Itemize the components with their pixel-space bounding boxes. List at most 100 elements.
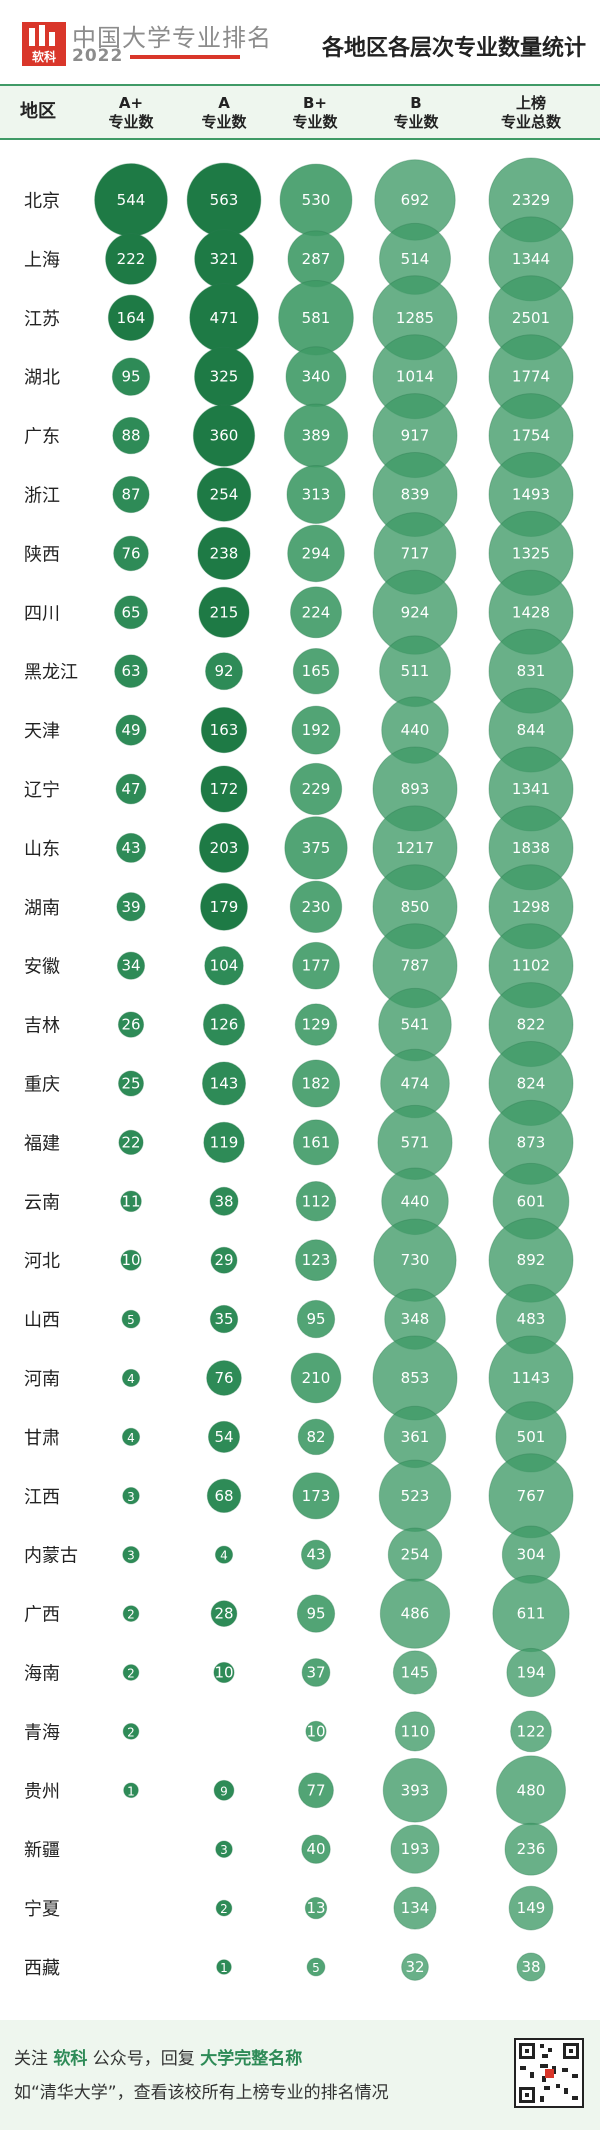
- value-label-a: 203: [210, 839, 239, 857]
- value-label-a-plus: 164: [117, 309, 146, 327]
- bubble-total: [510, 1710, 552, 1753]
- value-label-b: 893: [401, 780, 430, 798]
- value-label-b-plus: 82: [306, 1428, 325, 1446]
- region-label: 吉林: [24, 1016, 60, 1037]
- bubble-b-plus: [290, 1352, 342, 1404]
- region-label: 河南: [24, 1369, 60, 1390]
- value-label-a: 215: [210, 603, 239, 621]
- bubble-a-plus: [120, 1249, 142, 1271]
- value-label-b-plus: 313: [302, 486, 331, 504]
- bubble-b-plus: [301, 1834, 331, 1864]
- bubble-a: [209, 1304, 239, 1334]
- value-label-b: 853: [401, 1369, 430, 1387]
- bubble-b-plus: [304, 1896, 328, 1920]
- bubble-b: [390, 1824, 440, 1874]
- column-header-b: B 专业数: [393, 94, 439, 131]
- region-label: 海南: [24, 1664, 60, 1685]
- value-label-b: 541: [401, 1016, 430, 1034]
- bubble-a-plus: [122, 1487, 140, 1505]
- value-label-total: 822: [517, 1016, 546, 1034]
- value-label-a-plus: 76: [121, 544, 140, 562]
- bubble-b-plus: [292, 941, 340, 990]
- header-rule: [0, 138, 600, 140]
- bubble-a-plus: [122, 1605, 140, 1622]
- bubble-a: [206, 1360, 242, 1396]
- value-label-b-plus: 340: [302, 368, 331, 386]
- value-label-b-plus: 13: [306, 1899, 325, 1917]
- value-label-a-plus: 2: [127, 1725, 135, 1739]
- value-label-b: 393: [401, 1781, 430, 1799]
- bubble-a: [201, 1061, 247, 1106]
- bubble-a: [213, 1779, 235, 1801]
- value-label-total: 873: [517, 1133, 546, 1151]
- value-label-total: 1428: [512, 603, 550, 621]
- value-label-a-plus: 39: [121, 898, 140, 916]
- bubble-a: [210, 1246, 238, 1274]
- region-label: 辽宁: [24, 780, 60, 801]
- brand-name: 中国大学专业排名: [72, 24, 272, 52]
- value-label-b: 514: [401, 250, 430, 268]
- value-label-b-plus: 161: [302, 1133, 331, 1151]
- region-label: 广西: [24, 1605, 60, 1626]
- bubble-b-plus: [291, 1059, 341, 1108]
- value-label-a-plus: 49: [121, 721, 140, 739]
- bubble-b-plus: [292, 648, 340, 695]
- value-label-a-plus: 22: [121, 1133, 140, 1151]
- bubble-a-plus: [122, 1664, 140, 1681]
- bubble-b-plus: [286, 465, 346, 524]
- value-label-b-plus: 389: [302, 427, 331, 445]
- bubble-a: [209, 1186, 239, 1216]
- column-header-a-plus: A+ 专业数: [108, 94, 154, 131]
- bubble-a: [215, 1840, 233, 1858]
- value-label-a-plus: 88: [121, 427, 140, 445]
- bubble-a-plus: [115, 832, 147, 863]
- value-label-a: 471: [210, 309, 239, 327]
- value-label-total: 304: [517, 1546, 546, 1564]
- bubble-a-plus: [116, 892, 146, 922]
- bubble-a-plus: [121, 1427, 141, 1447]
- bubble-a-plus: [112, 416, 150, 455]
- bubble-b-plus: [301, 1658, 331, 1687]
- value-label-b-plus: 5: [312, 1961, 320, 1975]
- value-label-b-plus: 40: [306, 1840, 325, 1858]
- value-label-b: 850: [401, 898, 430, 916]
- value-label-a-plus: 5: [127, 1313, 135, 1327]
- bubble-a-plus: [121, 1368, 141, 1388]
- ruanke-logo: 软科: [22, 22, 66, 66]
- value-label-b: 692: [401, 191, 430, 209]
- bubble-a-plus: [122, 1723, 140, 1740]
- bubble-a-plus: [118, 1129, 144, 1155]
- column-header-region: 地区: [20, 101, 56, 122]
- qr-code-icon: [514, 2038, 584, 2108]
- column-header-b-plus: B+ 专业数: [292, 94, 338, 131]
- value-label-total: 1774: [512, 368, 550, 386]
- region-label: 山东: [24, 839, 60, 860]
- region-label: 贵州: [24, 1781, 60, 1802]
- bubble-a: [204, 945, 244, 986]
- value-label-a-plus: 1: [127, 1784, 135, 1798]
- value-label-b-plus: 230: [302, 898, 331, 916]
- value-label-b: 361: [401, 1428, 430, 1446]
- value-label-a: 126: [210, 1016, 239, 1034]
- value-label-a: 119: [210, 1133, 239, 1151]
- region-label: 重庆: [24, 1075, 60, 1096]
- region-label: 江西: [24, 1487, 60, 1508]
- bubble-a: [214, 1545, 234, 1564]
- value-label-a-plus: 10: [121, 1251, 140, 1269]
- value-label-b-plus: 95: [306, 1310, 325, 1328]
- value-label-a: 238: [210, 544, 239, 562]
- bubble-b: [401, 1953, 429, 1981]
- value-label-b: 917: [401, 427, 430, 445]
- brand-year: 2022: [72, 46, 124, 66]
- bubble-b: [379, 1578, 451, 1649]
- page-title: 各地区各层次专业数量统计: [321, 36, 586, 61]
- bubble-b: [394, 1711, 436, 1752]
- region-label: 内蒙古: [24, 1546, 78, 1567]
- value-label-b-plus: 77: [306, 1781, 325, 1799]
- value-label-b: 1014: [396, 368, 434, 386]
- bubble-a: [200, 882, 248, 931]
- region-label: 福建: [24, 1133, 60, 1154]
- region-label: 云南: [24, 1192, 60, 1213]
- region-label: 安徽: [24, 957, 60, 978]
- bubble-a-plus: [120, 1190, 142, 1213]
